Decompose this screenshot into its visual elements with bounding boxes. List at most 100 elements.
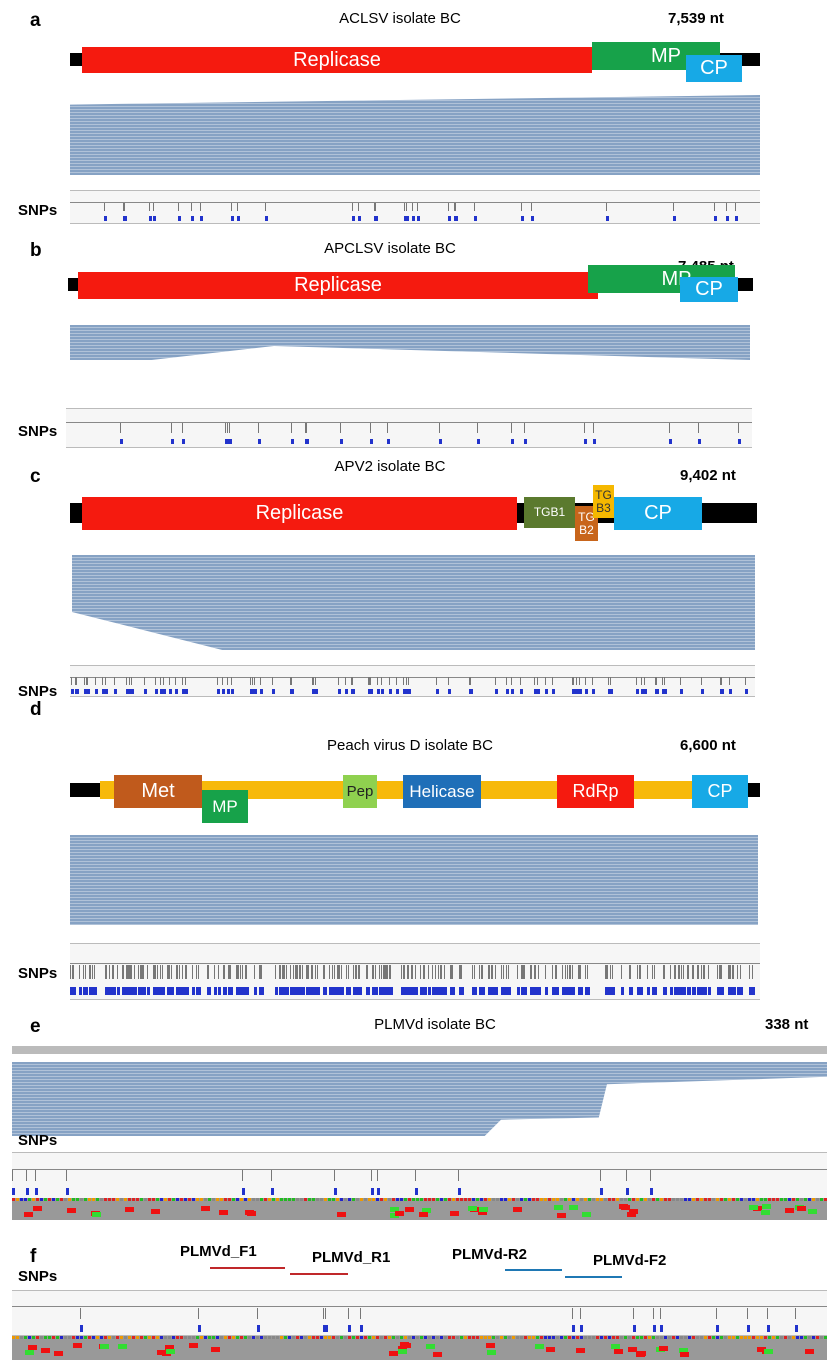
- snp-tick: [412, 203, 413, 211]
- base: [112, 1198, 115, 1201]
- variant: [637, 1351, 646, 1356]
- base: [600, 1336, 603, 1339]
- variant: [389, 1351, 398, 1356]
- snp-mark: [377, 1188, 380, 1195]
- primer-label: PLMVd-R2: [452, 1246, 527, 1263]
- base: [384, 1198, 387, 1201]
- snp-tick: [290, 965, 291, 979]
- variant: [582, 1212, 591, 1217]
- base: [204, 1198, 207, 1201]
- base: [388, 1198, 391, 1201]
- base: [268, 1336, 271, 1339]
- snp-tick: [662, 677, 663, 685]
- snp-tick: [740, 965, 741, 979]
- snp-tick: [227, 423, 228, 433]
- snp-tick: [346, 965, 347, 979]
- primer-label: PLMVd_R1: [312, 1249, 390, 1266]
- snp-label: SNPs: [18, 683, 57, 700]
- snp-mark: [404, 987, 407, 995]
- variant: [219, 1210, 228, 1215]
- snp-tick: [481, 965, 482, 979]
- variant: [479, 1207, 488, 1212]
- snp-mark: [295, 987, 298, 995]
- variant: [554, 1205, 563, 1210]
- base: [344, 1198, 347, 1201]
- base: [268, 1198, 271, 1201]
- base: [164, 1198, 167, 1201]
- base: [104, 1336, 107, 1339]
- snp-tick: [767, 1308, 768, 1319]
- snp-tick: [489, 965, 490, 979]
- snp-tick: [72, 965, 73, 979]
- base: [716, 1336, 719, 1339]
- snp-tick: [495, 677, 496, 685]
- base: [152, 1198, 155, 1201]
- snp-mark: [375, 216, 378, 221]
- base: [48, 1336, 51, 1339]
- base: [560, 1336, 563, 1339]
- snp-mark: [182, 689, 185, 694]
- snp-mark: [171, 987, 174, 995]
- base: [192, 1336, 195, 1339]
- snp-tick: [178, 203, 179, 211]
- base: [192, 1198, 195, 1201]
- snp-mark: [593, 439, 596, 445]
- base: [228, 1198, 231, 1201]
- snp-mark: [521, 216, 524, 221]
- base: [752, 1336, 755, 1339]
- base: [720, 1336, 723, 1339]
- base: [688, 1336, 691, 1339]
- snp-tick: [315, 965, 316, 979]
- base: [360, 1336, 363, 1339]
- snp-tick: [134, 965, 135, 979]
- snp-tick: [626, 1170, 627, 1181]
- snp-mark: [358, 216, 361, 221]
- snp-tick: [523, 965, 524, 979]
- variant: [73, 1343, 82, 1348]
- snp-mark: [228, 987, 231, 995]
- snp-tick: [359, 965, 360, 979]
- base: [424, 1198, 427, 1201]
- base: [516, 1336, 519, 1339]
- snp-mark: [163, 689, 166, 694]
- base: [588, 1336, 591, 1339]
- base: [568, 1336, 571, 1339]
- snp-mark: [185, 689, 188, 694]
- snp-mark: [334, 987, 337, 995]
- snp-mark: [572, 1325, 575, 1332]
- snp-mark: [345, 689, 348, 694]
- snp-tick: [246, 965, 247, 979]
- base: [320, 1336, 323, 1339]
- base: [356, 1336, 359, 1339]
- snp-mark: [131, 987, 134, 995]
- snp-tick: [452, 965, 453, 979]
- snp-mark: [404, 216, 407, 221]
- snp-tick: [545, 677, 546, 685]
- read-alignment: [12, 1062, 827, 1136]
- snp-tick: [92, 965, 93, 979]
- snp-tick: [229, 965, 230, 979]
- base: [20, 1336, 23, 1339]
- base: [288, 1336, 291, 1339]
- snp-mark: [644, 689, 647, 694]
- base: [180, 1198, 183, 1201]
- snp-tick: [534, 965, 535, 979]
- base: [460, 1336, 463, 1339]
- snp-mark: [254, 987, 257, 995]
- variant: [546, 1347, 555, 1352]
- snp-tick: [377, 1170, 378, 1181]
- snp-tick: [726, 203, 727, 211]
- base: [816, 1336, 819, 1339]
- snp-tick: [358, 203, 359, 211]
- base: [476, 1198, 479, 1201]
- base: [72, 1336, 75, 1339]
- gene-box: TGB3: [593, 485, 614, 518]
- snp-mark: [592, 689, 595, 694]
- read-alignment: [70, 835, 758, 925]
- base: [504, 1336, 507, 1339]
- snp-tick: [124, 203, 125, 211]
- base: [84, 1198, 87, 1201]
- base: [388, 1336, 391, 1339]
- base: [264, 1198, 267, 1201]
- base: [364, 1198, 367, 1201]
